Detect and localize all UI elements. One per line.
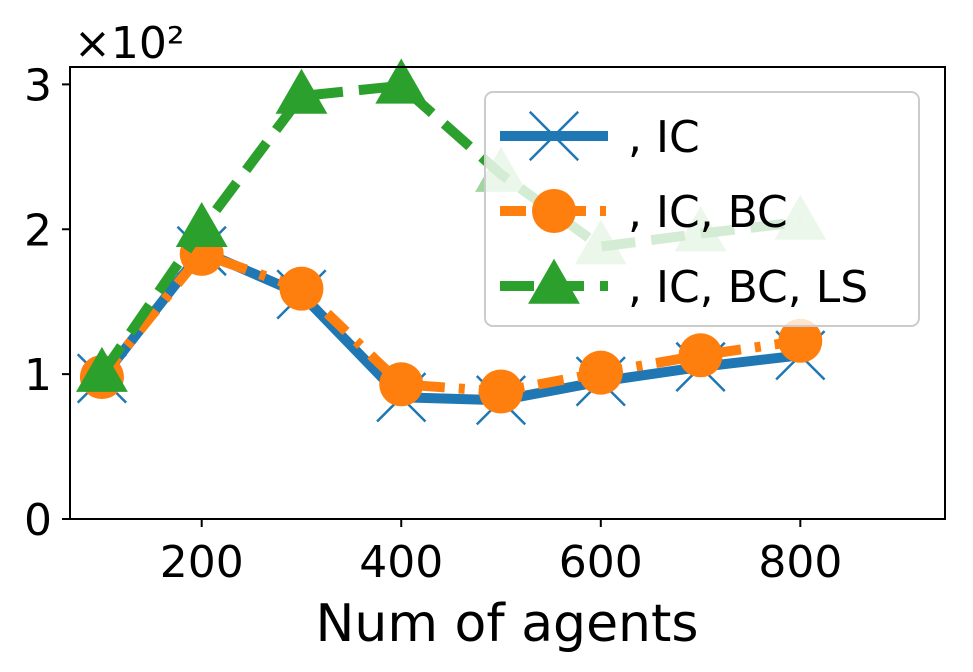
x-tick-label: 600: [559, 537, 643, 588]
data-point: [778, 318, 823, 363]
plot-frame: [69, 66, 946, 520]
y-tick-label: 0: [24, 495, 52, 546]
legend-swatch-marker: [528, 110, 580, 162]
y-tick-label: 2: [24, 205, 52, 256]
y-multiplier-label: ×10²: [74, 18, 185, 69]
legend-swatch-marker: [528, 258, 580, 304]
legend-swatch-marker: [532, 189, 576, 233]
data-point: [678, 333, 723, 378]
x-tick-label: 400: [359, 537, 443, 588]
legend-label: , IC, BC, LS: [628, 262, 868, 313]
data-point: [279, 266, 324, 311]
legend: , IC , IC, BC , IC, BC, LS: [484, 91, 920, 327]
x-tick-label: 800: [758, 537, 842, 588]
legend-label: , IC: [628, 112, 700, 163]
x-axis-label: Num of agents: [316, 594, 699, 654]
axes-layer: 200 400 600 800 0 1 2 3: [24, 60, 842, 588]
data-point: [375, 58, 428, 104]
legend-label: , IC, BC: [628, 187, 788, 238]
y-tick-label: 3: [24, 60, 52, 111]
data-point: [175, 201, 228, 247]
data-point: [379, 362, 424, 407]
data-point: [578, 350, 623, 395]
data-point: [479, 369, 524, 414]
data-point: [275, 68, 328, 114]
y-tick-label: 1: [24, 350, 52, 401]
data-point: [76, 346, 128, 392]
legend-box: [484, 91, 920, 327]
x-tick-label: 200: [160, 537, 244, 588]
